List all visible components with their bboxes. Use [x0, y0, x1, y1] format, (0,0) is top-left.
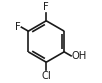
Text: OH: OH — [71, 51, 87, 61]
Text: F: F — [15, 22, 21, 32]
Text: Cl: Cl — [41, 71, 51, 81]
Text: F: F — [43, 2, 49, 12]
